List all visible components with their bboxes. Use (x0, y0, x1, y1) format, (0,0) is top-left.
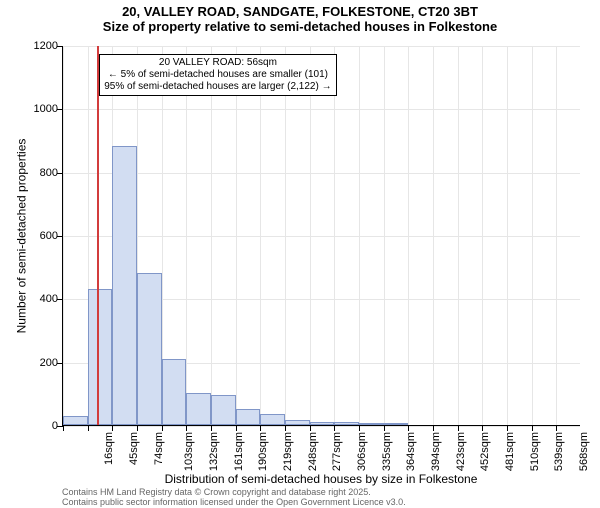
gridline-v (334, 46, 335, 425)
gridline-h (63, 426, 580, 427)
x-tick-label: 248sqm (307, 432, 319, 471)
x-tick-label: 277sqm (331, 432, 343, 471)
x-tick-label: 219sqm (282, 432, 294, 471)
gridline-h (63, 236, 580, 237)
gridline-v (458, 46, 459, 425)
gridline-v (359, 46, 360, 425)
y-tick-label: 400 (18, 293, 58, 305)
histogram-bar (63, 416, 88, 426)
annotation-line: ← 5% of semi-detached houses are smaller… (104, 69, 331, 81)
gridline-v (507, 46, 508, 425)
x-tick (433, 425, 434, 431)
gridline-v (310, 46, 311, 425)
x-tick (507, 425, 508, 431)
x-tick (408, 425, 409, 431)
y-tick-label: 1200 (18, 40, 58, 52)
histogram-bar (137, 273, 162, 425)
footer-line2: Contains public sector information licen… (62, 498, 406, 508)
title-line1: 20, VALLEY ROAD, SANDGATE, FOLKESTONE, C… (0, 4, 600, 19)
x-tick-label: 161sqm (233, 432, 245, 471)
x-tick (359, 425, 360, 431)
gridline-v (482, 46, 483, 425)
x-tick-label: 103sqm (183, 432, 195, 471)
x-tick-label: 306sqm (356, 432, 368, 471)
histogram-bar (186, 393, 211, 425)
histogram-bar (310, 422, 335, 425)
gridline-h (63, 173, 580, 174)
x-tick-label: 394sqm (430, 432, 442, 471)
x-tick (556, 425, 557, 431)
gridline-v (186, 46, 187, 425)
reference-line (97, 46, 99, 425)
gridline-v (63, 46, 64, 425)
gridline-v (384, 46, 385, 425)
gridline-v (433, 46, 434, 425)
x-axis-label: Distribution of semi-detached houses by … (62, 472, 580, 486)
gridline-v (285, 46, 286, 425)
y-tick-label: 200 (18, 357, 58, 369)
x-tick-label: 481sqm (504, 432, 516, 471)
x-tick-label: 568sqm (578, 432, 590, 471)
histogram-bar (112, 146, 137, 425)
x-tick-label: 364sqm (405, 432, 417, 471)
histogram-bar (162, 359, 187, 426)
x-tick-label: 45sqm (128, 432, 140, 465)
x-tick (112, 425, 113, 431)
x-tick (458, 425, 459, 431)
y-tick-label: 0 (18, 420, 58, 432)
gridline-v (260, 46, 261, 425)
x-tick-label: 190sqm (257, 432, 269, 471)
x-tick (482, 425, 483, 431)
histogram-bar (285, 420, 310, 425)
gridline-v (556, 46, 557, 425)
gridline-v (408, 46, 409, 425)
x-tick (162, 425, 163, 431)
x-tick (137, 425, 138, 431)
x-tick (260, 425, 261, 431)
plot-area: 20 VALLEY ROAD: 56sqm← 5% of semi-detach… (62, 46, 580, 426)
x-tick (334, 425, 335, 431)
title-line2: Size of property relative to semi-detach… (0, 19, 600, 34)
x-tick (186, 425, 187, 431)
x-tick-label: 452sqm (479, 432, 491, 471)
gridline-v (236, 46, 237, 425)
x-tick (63, 425, 64, 431)
attribution-footer: Contains HM Land Registry data © Crown c… (62, 488, 406, 508)
x-tick-label: 16sqm (103, 432, 115, 465)
x-tick-label: 74sqm (153, 432, 165, 465)
y-tick-label: 600 (18, 230, 58, 242)
x-tick (211, 425, 212, 431)
y-tick-label: 800 (18, 167, 58, 179)
histogram-bar (260, 414, 285, 425)
x-tick-label: 510sqm (529, 432, 541, 471)
annotation-line: 20 VALLEY ROAD: 56sqm (104, 57, 331, 69)
x-tick-label: 539sqm (553, 432, 565, 471)
x-tick-label: 335sqm (381, 432, 393, 471)
annotation-line: 95% of semi-detached houses are larger (… (104, 81, 331, 93)
histogram-bar (359, 423, 384, 425)
x-tick (88, 425, 89, 431)
x-tick (285, 425, 286, 431)
x-tick (310, 425, 311, 431)
histogram-bar (384, 423, 409, 425)
gridline-v (211, 46, 212, 425)
chart-container: 20, VALLEY ROAD, SANDGATE, FOLKESTONE, C… (0, 4, 600, 504)
annotation-box: 20 VALLEY ROAD: 56sqm← 5% of semi-detach… (99, 54, 336, 96)
histogram-bar (211, 395, 236, 425)
y-tick-label: 1000 (18, 103, 58, 115)
gridline-h (63, 109, 580, 110)
x-tick (532, 425, 533, 431)
histogram-bar (88, 289, 113, 425)
x-tick-label: 132sqm (208, 432, 220, 471)
histogram-bar (334, 422, 359, 425)
gridline-v (532, 46, 533, 425)
gridline-h (63, 46, 580, 47)
x-tick (236, 425, 237, 431)
x-tick (384, 425, 385, 431)
x-tick-label: 423sqm (455, 432, 467, 471)
histogram-bar (236, 409, 261, 425)
